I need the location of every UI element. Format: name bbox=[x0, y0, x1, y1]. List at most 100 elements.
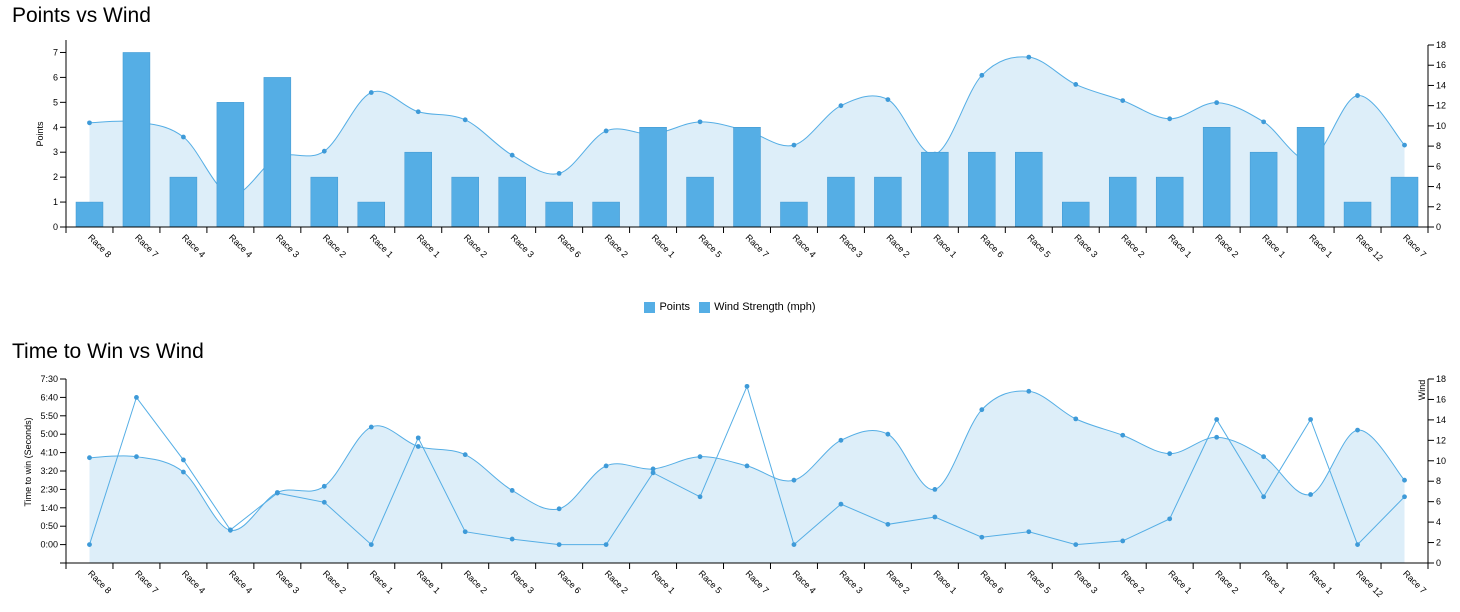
chart2-wind-point bbox=[932, 487, 938, 492]
chart2-x-tick-label: Race 6 bbox=[978, 568, 1005, 595]
chart2-y2-axis-label: Wind bbox=[1417, 380, 1427, 401]
chart1-y-axis-label: Points bbox=[35, 121, 45, 147]
chart1-wind-point bbox=[791, 142, 797, 148]
chart2-wind-point bbox=[650, 466, 656, 472]
chart2-wind-point bbox=[462, 452, 468, 458]
chart1-wind-point bbox=[1402, 142, 1407, 148]
chart2-wind-point bbox=[744, 463, 750, 469]
chart2-wind-point bbox=[603, 463, 609, 469]
chart1-y2-tick-label: 14 bbox=[1436, 80, 1446, 90]
chart2-wind-point bbox=[556, 506, 562, 512]
chart1-wind-point bbox=[1355, 93, 1360, 98]
chart2-x-tick-label: Race 12 bbox=[1354, 568, 1385, 599]
chart1-points-bar bbox=[263, 77, 292, 228]
chart2-time-point bbox=[1261, 494, 1267, 500]
chart2-x-tick-label: Race 7 bbox=[744, 568, 771, 595]
legend-label-wind: Wind Strength (mph) bbox=[714, 301, 816, 313]
chart2-time-point bbox=[979, 534, 985, 540]
chart2-wind-point bbox=[1355, 427, 1360, 433]
chart2-x-tick-label: Race 1 bbox=[368, 568, 395, 595]
chart1-y2-tick-label: 18 bbox=[1436, 40, 1446, 50]
legend-item-wind[interactable]: Wind Strength (mph) bbox=[699, 301, 816, 313]
chart1-y-tick-label: 6 bbox=[53, 72, 58, 82]
chart2-wind-point bbox=[791, 477, 797, 483]
chart2-x-tick-label: Race 1 bbox=[415, 568, 442, 595]
chart2-time-point bbox=[1355, 542, 1360, 547]
chart1-y2-tick-label: 12 bbox=[1436, 101, 1446, 111]
chart1-wind-point bbox=[1261, 119, 1267, 125]
chart2-y-tick-label: 6:40 bbox=[40, 392, 58, 402]
chart2-wind-point bbox=[1402, 477, 1407, 483]
chart2-time-point bbox=[932, 514, 938, 520]
chart1-points-bar bbox=[592, 201, 620, 228]
chart2-time-point bbox=[1073, 542, 1079, 547]
chart1-wind-point bbox=[1167, 116, 1173, 122]
chart2-wind-area bbox=[89, 390, 1405, 563]
chart2-time-point bbox=[87, 542, 92, 547]
chart1-y-tick-label: 2 bbox=[53, 172, 58, 182]
chart1-points-bar bbox=[122, 52, 151, 228]
chart1-y-tick-label: 1 bbox=[53, 197, 58, 207]
chart1-wind-point bbox=[556, 171, 562, 176]
chart1-points-bar bbox=[357, 201, 386, 228]
chart2-time-point bbox=[462, 529, 468, 535]
chart1-wind-point bbox=[415, 109, 421, 115]
chart1-wind-point bbox=[181, 134, 186, 140]
legend-swatch-wind bbox=[699, 301, 711, 313]
chart2-y2-tick-label: 12 bbox=[1436, 435, 1446, 445]
chart2-wind-point bbox=[415, 444, 421, 449]
chart2-x-tick-label: Race 7 bbox=[133, 568, 160, 595]
chart2-x-tick-label: Race 4 bbox=[227, 568, 254, 595]
chart1-points-bar bbox=[639, 127, 667, 228]
chart2-x-tick-label: Race 3 bbox=[509, 568, 536, 595]
chart1-wind-point bbox=[1073, 82, 1079, 87]
chart2-x-tick-label: Race 3 bbox=[1072, 568, 1099, 595]
chart2-time-point bbox=[1402, 494, 1407, 500]
chart1-points-bar bbox=[1155, 176, 1184, 228]
chart2-wind-point bbox=[509, 488, 515, 493]
chart1-wind-point bbox=[509, 152, 515, 158]
chart2-wind-point bbox=[697, 454, 703, 460]
chart2-wind-point bbox=[181, 469, 186, 475]
chart2-y-tick-label: 2:30 bbox=[40, 484, 58, 494]
chart1-wind-point bbox=[603, 128, 609, 134]
chart2-x-tick-label: Race 7 bbox=[1401, 568, 1428, 595]
chart1-points-bar bbox=[1343, 201, 1372, 228]
chart2-x-tick-label: Race 1 bbox=[1260, 568, 1287, 595]
chart2-wind-point bbox=[838, 437, 844, 443]
chart1-y2-tick-label: 2 bbox=[1436, 202, 1441, 212]
chart2-x-tick-label: Race 5 bbox=[1025, 568, 1052, 595]
chart2-x-tick-label: Race 2 bbox=[321, 568, 348, 595]
chart2-y2-tick-label: 8 bbox=[1436, 476, 1441, 486]
legend-swatch-points bbox=[644, 301, 656, 313]
chart1-points-bar bbox=[780, 201, 808, 228]
chart2-x-tick-label: Race 3 bbox=[838, 568, 865, 595]
chart2-y2-tick-label: 14 bbox=[1436, 415, 1446, 425]
chart2-time-point bbox=[603, 542, 609, 547]
chart2-x-tick-label: Race 2 bbox=[603, 568, 630, 595]
chart1-points-bar bbox=[451, 176, 479, 228]
chart2-x-tick-label: Race 1 bbox=[931, 568, 958, 595]
chart1-y-tick-label: 7 bbox=[53, 47, 58, 57]
chart2-time-point bbox=[744, 383, 750, 389]
chart2-wind-point bbox=[87, 455, 92, 461]
chart1-points-bar bbox=[498, 176, 526, 228]
chart2-time-point bbox=[1167, 516, 1173, 522]
legend-label-points: Points bbox=[659, 301, 691, 313]
chart2-time-point bbox=[697, 494, 703, 500]
chart2-wind-point bbox=[1308, 492, 1313, 497]
chart2-y-tick-label: 3:20 bbox=[40, 466, 58, 476]
legend-item-points[interactable]: Points bbox=[644, 301, 690, 313]
chart1-wind-point bbox=[697, 119, 703, 125]
chart1-points-bar bbox=[169, 176, 198, 228]
chart1-points-bar bbox=[216, 102, 245, 228]
chart2-x-tick-label: Race 2 bbox=[884, 568, 911, 595]
chart2-wind-point bbox=[1073, 416, 1079, 422]
chart2-y-axis-label: Time to win (Seconds) bbox=[23, 417, 33, 506]
chart2-wind-point bbox=[1214, 434, 1220, 440]
chart1-wind-point bbox=[1120, 98, 1126, 104]
chart2-time-point bbox=[791, 542, 797, 547]
chart2-time-point bbox=[415, 435, 421, 441]
chart2-time-point bbox=[650, 470, 656, 476]
